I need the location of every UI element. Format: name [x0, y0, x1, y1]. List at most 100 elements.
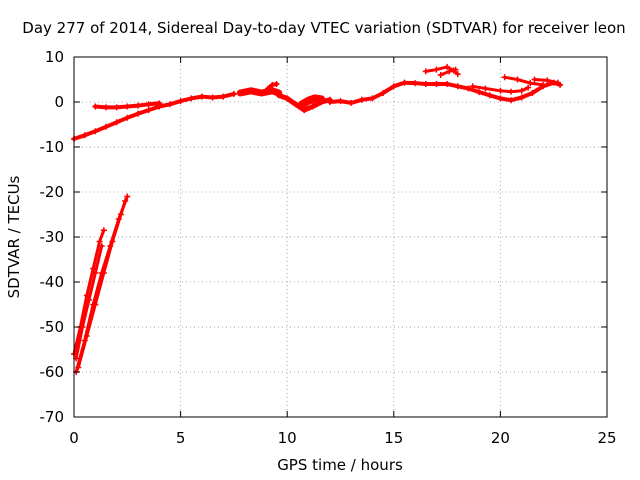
series-line: [503, 75, 545, 87]
data-point: [124, 114, 131, 121]
data-point: [454, 71, 461, 78]
series-line: [72, 91, 236, 141]
data-series-track-14: [73, 243, 105, 362]
data-point: [452, 66, 459, 73]
data-point: [117, 211, 124, 218]
data-point: [75, 364, 82, 371]
data-point: [422, 81, 429, 87]
data-point: [508, 88, 515, 95]
chart-title: Day 277 of 2014, Sidereal Day-to-day VTE…: [22, 19, 625, 37]
data-point: [273, 81, 280, 87]
data-point: [514, 76, 521, 83]
y-tick-label: 10: [45, 48, 64, 66]
data-point: [265, 85, 272, 92]
y-tick-label: -20: [40, 183, 65, 201]
data-point: [156, 100, 163, 107]
data-point: [486, 92, 493, 99]
y-tick-label: -60: [40, 363, 65, 381]
data-series-track-11: [501, 74, 547, 88]
data-point: [81, 132, 88, 139]
data-point: [122, 198, 129, 204]
y-tick-label: -40: [40, 273, 65, 291]
data-point: [444, 63, 451, 70]
data-series-track-6: [298, 94, 326, 109]
data-point: [188, 95, 195, 102]
data-point: [134, 102, 141, 109]
data-point: [102, 123, 109, 130]
data-point: [305, 97, 312, 104]
data-point: [100, 270, 107, 276]
data-point: [92, 270, 99, 276]
data-point: [326, 99, 333, 105]
data-series-track-4: [265, 81, 280, 92]
data-point: [92, 103, 99, 110]
data-point: [109, 238, 116, 245]
data-point: [100, 227, 107, 234]
data-point: [433, 66, 440, 73]
data-point: [476, 89, 483, 96]
data-point: [348, 99, 355, 106]
data-point: [369, 95, 376, 102]
data-point: [284, 95, 291, 102]
data-point: [337, 98, 344, 105]
data-point: [309, 103, 316, 110]
data-point: [124, 193, 131, 200]
data-point: [380, 90, 387, 96]
data-point: [433, 81, 440, 87]
data-point: [401, 79, 408, 86]
x-tick-label: 0: [69, 429, 79, 447]
data-point: [444, 81, 451, 87]
data-point: [501, 74, 508, 81]
data-point: [311, 95, 318, 102]
data-point: [482, 85, 489, 92]
data-point: [437, 72, 444, 78]
y-axis-label: SDTVAR / TECUs: [5, 175, 23, 298]
data-point: [247, 87, 254, 94]
data-point: [269, 81, 276, 88]
y-tick-label: -30: [40, 228, 65, 246]
data-point: [269, 87, 276, 94]
data-point: [220, 93, 227, 100]
x-tick-label: 10: [278, 429, 297, 447]
data-point: [531, 76, 538, 83]
data-point: [446, 68, 453, 75]
y-tick-label: -50: [40, 318, 65, 336]
data-point: [544, 77, 551, 84]
data-point: [525, 84, 532, 91]
data-point: [508, 97, 515, 104]
data-point: [145, 101, 152, 108]
data-point: [177, 98, 184, 105]
data-point: [124, 103, 131, 110]
data-point: [145, 107, 152, 114]
data-point: [102, 104, 109, 111]
data-point: [166, 101, 173, 108]
x-tick-label: 20: [491, 429, 510, 447]
data-point: [258, 90, 265, 96]
data-point: [292, 101, 299, 108]
data-point: [209, 94, 216, 101]
data-point: [92, 301, 99, 308]
data-point: [540, 81, 547, 88]
data-point: [98, 243, 105, 249]
data-point: [113, 104, 120, 111]
data-point: [134, 110, 141, 117]
grid: [74, 57, 607, 417]
data-point: [469, 83, 476, 90]
axis-ticks: 0 5 10 15 20 25 10 0 -10 -20 -30 -40 -50 -60 -70: [40, 48, 617, 447]
data-series-track-16: [75, 198, 129, 371]
data-point: [318, 96, 325, 103]
data-point: [79, 324, 86, 330]
data-series-track-10: [469, 83, 532, 95]
x-tick-label: 15: [384, 429, 403, 447]
data-series-track-3: [236, 87, 283, 97]
data-point: [497, 87, 504, 94]
series-layer: [71, 63, 564, 375]
data-point: [497, 95, 504, 102]
data-series-track-12: [531, 76, 561, 86]
data-point: [275, 92, 282, 99]
plot-frame: [73, 56, 608, 418]
data-point: [299, 101, 306, 108]
y-tick-label: -10: [40, 138, 65, 156]
